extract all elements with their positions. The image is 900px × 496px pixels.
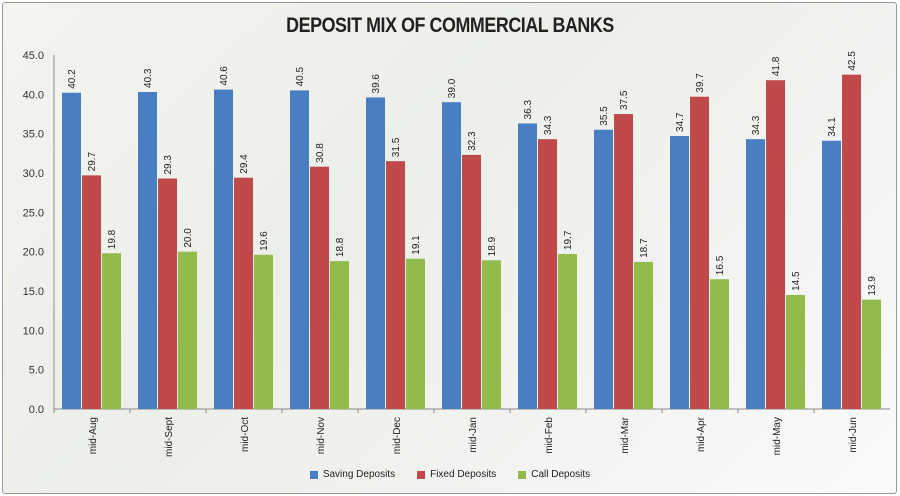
- bar-fixed-deposits: [234, 177, 253, 409]
- bar-call-deposits: [102, 253, 121, 409]
- data-label: 34.1: [827, 117, 838, 137]
- data-label: 40.3: [143, 68, 154, 88]
- data-label: 39.6: [371, 74, 382, 94]
- data-label: 29.4: [239, 154, 250, 174]
- legend-item-fixed: Fixed Deposits: [417, 469, 496, 480]
- legend-swatch: [417, 470, 426, 479]
- legend-item-saving: Saving Deposits: [309, 469, 396, 480]
- bar-fixed-deposits: [690, 96, 709, 410]
- bar-fixed-deposits: [158, 178, 177, 409]
- bar-call-deposits: [710, 279, 729, 409]
- x-tick-label: mid-May: [772, 417, 783, 455]
- bar-saving-deposits: [518, 123, 537, 409]
- bar-saving-deposits: [594, 129, 613, 409]
- data-label: 40.5: [295, 66, 306, 86]
- data-label: 13.9: [867, 276, 878, 296]
- x-tick-label: mid-Mar: [620, 416, 631, 453]
- data-label: 35.5: [599, 106, 610, 126]
- legend-swatch: [518, 470, 527, 479]
- bar-fixed-deposits: [614, 114, 633, 409]
- x-tick-label: mid-Oct: [240, 417, 251, 452]
- bar-call-deposits: [330, 261, 349, 409]
- chart-title: DEPOSIT MIX OF COMMERCIAL BANKS: [286, 14, 614, 37]
- legend-label: Saving Deposits: [322, 469, 396, 480]
- x-tick-label: mid-Apr: [696, 416, 707, 452]
- y-tick-label: 15.0: [23, 286, 44, 298]
- data-label: 34.7: [675, 112, 686, 132]
- data-label: 16.5: [715, 255, 726, 275]
- y-tick-label: 20.0: [23, 247, 44, 259]
- y-tick-label: 0.0: [29, 404, 44, 416]
- y-tick-label: 5.0: [29, 365, 44, 377]
- bar-call-deposits: [786, 294, 805, 409]
- data-label: 14.5: [791, 271, 802, 291]
- legend-swatch: [309, 470, 318, 479]
- data-label: 19.8: [107, 229, 118, 249]
- bar-saving-deposits: [214, 89, 233, 409]
- data-label: 19.1: [411, 235, 422, 255]
- legend-label: Call Deposits: [531, 469, 591, 480]
- x-tick-label: mid-Jan: [468, 417, 479, 453]
- data-label: 39.7: [695, 73, 706, 93]
- bar-saving-deposits: [670, 136, 689, 409]
- bar-call-deposits: [254, 254, 273, 409]
- legend: Saving Deposits Fixed Deposits Call Depo…: [0, 469, 900, 480]
- x-tick-label: mid-Aug: [88, 417, 99, 454]
- data-label: 19.6: [259, 231, 270, 251]
- x-tick-label: mid-Dec: [392, 417, 403, 454]
- bar-saving-deposits: [290, 90, 309, 410]
- data-label: 29.7: [87, 151, 98, 171]
- data-label: 40.2: [67, 69, 78, 89]
- data-label: 39.0: [447, 78, 458, 98]
- bar-fixed-deposits: [310, 166, 329, 409]
- data-label: 19.7: [563, 230, 574, 250]
- bar-saving-deposits: [746, 139, 765, 409]
- bar-fixed-deposits: [842, 74, 861, 410]
- bar-call-deposits: [634, 261, 653, 409]
- bar-fixed-deposits: [538, 139, 557, 409]
- x-tick-label: mid-Feb: [544, 417, 555, 454]
- data-label: 18.8: [335, 237, 346, 257]
- legend-label: Fixed Deposits: [430, 469, 497, 480]
- x-tick-label: mid-Jun: [848, 417, 859, 453]
- data-label: 32.3: [467, 131, 478, 151]
- bar-call-deposits: [406, 258, 425, 409]
- data-label: 20.0: [183, 228, 194, 248]
- data-label: 42.5: [847, 51, 858, 71]
- data-label: 29.3: [163, 155, 174, 175]
- bar-call-deposits: [178, 251, 197, 409]
- y-tick-label: 25.0: [23, 207, 44, 219]
- bar-call-deposits: [482, 260, 501, 409]
- bar-fixed-deposits: [766, 80, 785, 409]
- data-label: 41.8: [771, 56, 782, 76]
- bar-call-deposits: [558, 254, 577, 409]
- x-tick-label: mid-Sept: [164, 417, 175, 457]
- bar-fixed-deposits: [82, 175, 101, 409]
- y-tick-label: 35.0: [23, 129, 44, 141]
- data-label: 30.8: [315, 143, 326, 163]
- data-label: 18.7: [639, 238, 650, 258]
- bar-saving-deposits: [442, 102, 461, 409]
- y-tick-label: 30.0: [23, 168, 44, 180]
- data-label: 37.5: [619, 90, 630, 110]
- data-label: 18.9: [487, 236, 498, 256]
- bar-call-deposits: [862, 299, 881, 409]
- data-label: 40.6: [219, 66, 230, 86]
- bar-saving-deposits: [138, 91, 157, 410]
- data-label: 36.3: [523, 100, 534, 120]
- data-label: 34.3: [751, 115, 762, 135]
- legend-item-call: Call Deposits: [518, 469, 590, 480]
- bar-saving-deposits: [62, 92, 81, 409]
- data-label: 31.5: [391, 137, 402, 157]
- bar-fixed-deposits: [386, 161, 405, 409]
- bar-saving-deposits: [822, 140, 841, 409]
- bar-saving-deposits: [366, 97, 385, 409]
- data-label: 34.3: [543, 115, 554, 135]
- y-tick-label: 10.0: [23, 325, 44, 337]
- y-tick-label: 40.0: [23, 89, 44, 101]
- bar-fixed-deposits: [462, 154, 481, 409]
- y-tick-label: 45.0: [23, 50, 44, 62]
- x-tick-label: mid-Nov: [316, 417, 327, 454]
